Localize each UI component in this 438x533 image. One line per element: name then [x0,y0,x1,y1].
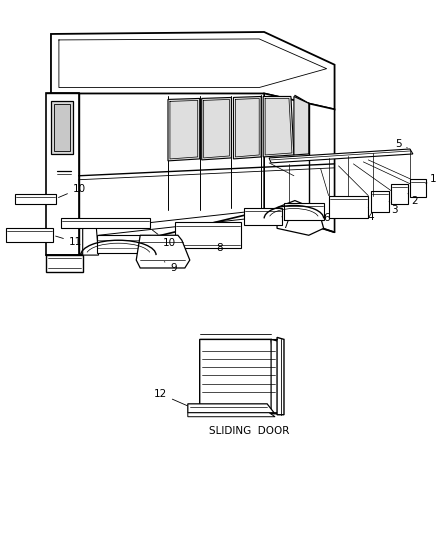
Polygon shape [244,208,282,225]
Polygon shape [46,255,83,272]
Polygon shape [277,337,284,415]
Polygon shape [233,96,261,159]
Text: 4: 4 [367,207,374,222]
Text: 10: 10 [59,184,86,198]
Polygon shape [136,235,190,268]
Text: 6: 6 [323,213,330,223]
Polygon shape [284,203,324,220]
Polygon shape [371,191,389,213]
Text: 5: 5 [395,139,407,149]
Polygon shape [46,96,339,255]
Text: 1: 1 [426,174,436,184]
Polygon shape [61,219,150,228]
Polygon shape [54,104,70,151]
Text: 7: 7 [282,216,289,230]
Text: 11: 11 [56,236,82,247]
Text: 3: 3 [389,201,398,215]
Polygon shape [97,235,150,253]
Polygon shape [201,98,231,160]
Text: SLIDING  DOOR: SLIDING DOOR [209,426,290,435]
Polygon shape [294,96,309,155]
Polygon shape [46,93,79,255]
Polygon shape [269,149,413,163]
Text: 9: 9 [164,262,177,273]
Polygon shape [188,413,275,417]
Polygon shape [277,200,324,235]
Text: 12: 12 [154,389,187,406]
Polygon shape [15,193,56,204]
Polygon shape [200,340,279,414]
Polygon shape [175,222,241,248]
Text: 8: 8 [216,243,223,253]
Polygon shape [271,340,279,413]
Polygon shape [391,184,408,204]
Polygon shape [168,99,200,161]
Text: 10: 10 [152,230,176,248]
Polygon shape [410,179,426,197]
Polygon shape [188,404,274,413]
Polygon shape [263,96,294,157]
Polygon shape [83,219,99,255]
Polygon shape [328,196,368,219]
Polygon shape [51,101,73,154]
Polygon shape [6,228,53,242]
Polygon shape [264,93,335,232]
Polygon shape [51,32,335,109]
Text: 2: 2 [408,193,417,206]
